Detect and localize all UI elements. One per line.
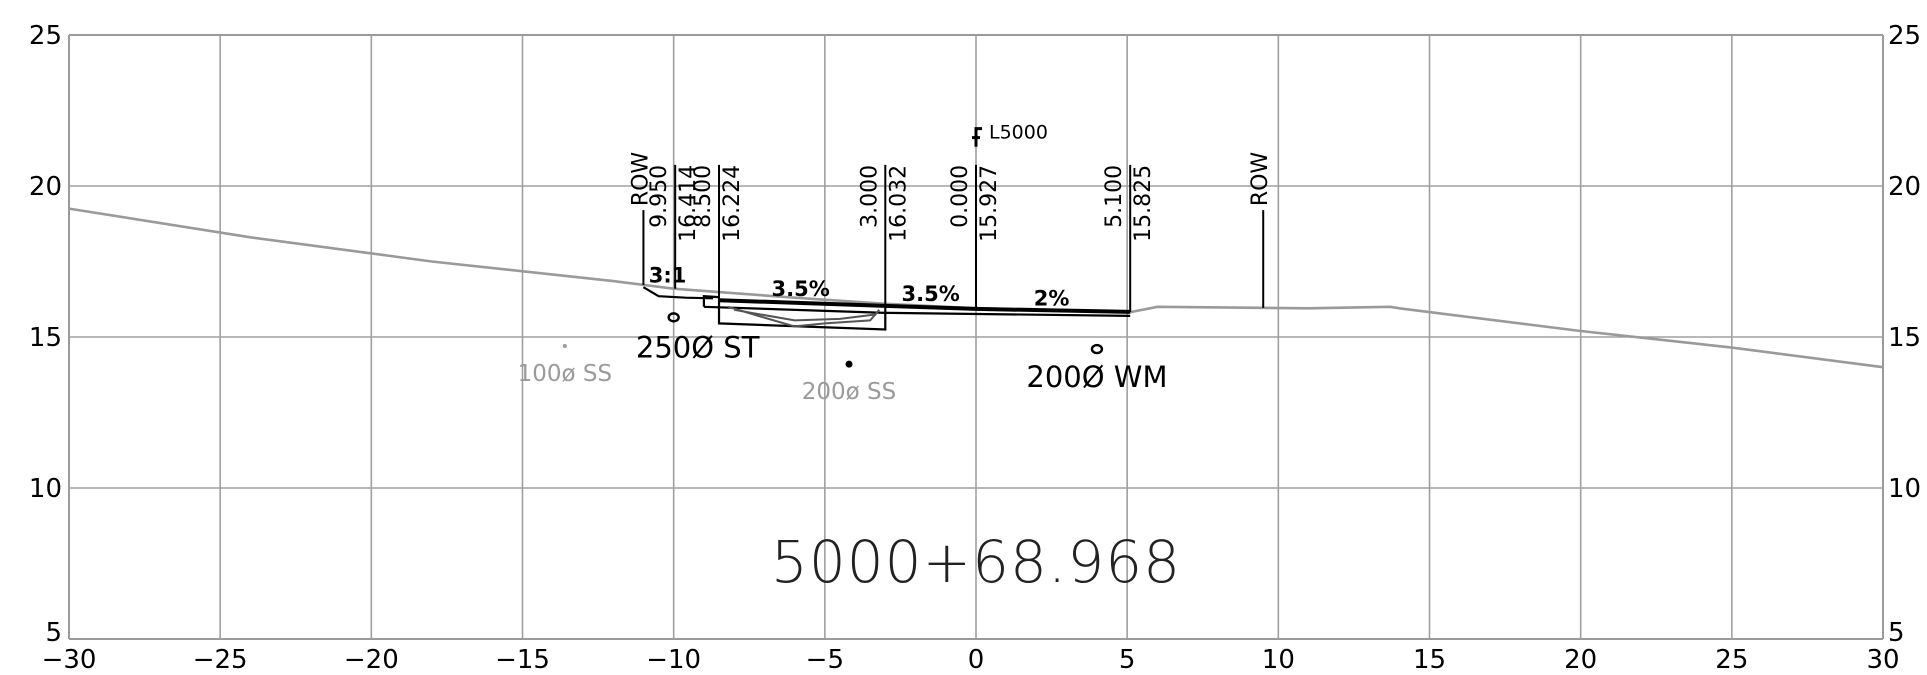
utilities: 250Ø ST 200Ø WM 200ø SS 100ø SS bbox=[518, 312, 1167, 405]
x-tick-label: 20 bbox=[1564, 645, 1597, 675]
slope-labels: 3:1 3.5% 3.5% 2% bbox=[649, 264, 1070, 311]
x-tick-label: 30 bbox=[1866, 645, 1899, 675]
y-tick-label-right: 20 bbox=[1888, 172, 1921, 202]
offset-label: 16.414 bbox=[676, 165, 701, 242]
y-tick-label-left: 10 bbox=[29, 474, 62, 504]
slope-label: 2% bbox=[1034, 286, 1070, 310]
offset-label: ROW bbox=[628, 152, 653, 207]
x-tick-label: −5 bbox=[806, 645, 844, 675]
utility-label: 100ø SS bbox=[518, 361, 612, 387]
x-tick-label: −25 bbox=[193, 645, 248, 675]
offset-label: 16.032 bbox=[886, 165, 911, 242]
pipe-marker bbox=[562, 344, 567, 349]
offset-label: 15.825 bbox=[1131, 165, 1156, 242]
centerline-symbol bbox=[972, 127, 982, 147]
offset-label: 3.000 bbox=[857, 165, 882, 228]
utility-label: 200Ø WM bbox=[1026, 360, 1167, 394]
side-slope-line bbox=[642, 286, 714, 300]
pipe-marker bbox=[1090, 343, 1104, 355]
ditch-contour bbox=[727, 305, 881, 328]
x-tick-label: 15 bbox=[1413, 645, 1446, 675]
slope-label: 3:1 bbox=[649, 264, 687, 288]
y-tick-label-right: 5 bbox=[1888, 618, 1905, 648]
ditch-contour-inner bbox=[733, 308, 877, 322]
y-tick-label-left: 5 bbox=[45, 618, 62, 648]
x-tick-label: 0 bbox=[968, 645, 985, 675]
offset-label: 9.950 bbox=[647, 165, 672, 228]
offset-label: ROW bbox=[1248, 152, 1273, 207]
slope-label: 3.5% bbox=[772, 277, 830, 301]
x-tick-label: 5 bbox=[1119, 645, 1136, 675]
pipe-marker bbox=[667, 312, 680, 323]
finished-road-surface bbox=[718, 298, 1131, 314]
y-tick-label-right: 10 bbox=[1888, 474, 1921, 504]
y-tick-label-left: 25 bbox=[29, 21, 62, 51]
road-design bbox=[642, 286, 1131, 331]
offset-label: 15.927 bbox=[977, 165, 1002, 242]
base-layer-line bbox=[703, 305, 1131, 317]
x-tick-label: −30 bbox=[42, 645, 97, 675]
x-tick-label: −15 bbox=[495, 645, 550, 675]
slope-label: 3.5% bbox=[902, 282, 960, 306]
utility-label: 200ø SS bbox=[802, 379, 896, 405]
y-tick-label-left: 20 bbox=[29, 172, 62, 202]
station-label: 5000+68.968 bbox=[771, 528, 1181, 596]
offset-label: 0.000 bbox=[948, 165, 973, 228]
x-tick-label: −10 bbox=[646, 645, 701, 675]
x-tick-label: 25 bbox=[1715, 645, 1748, 675]
offset-label: 5.100 bbox=[1102, 165, 1127, 228]
y-tick-label-right: 15 bbox=[1888, 323, 1921, 353]
x-tick-label: 10 bbox=[1262, 645, 1295, 675]
offset-label: 16.224 bbox=[720, 165, 745, 242]
centerline-label: L5000 bbox=[989, 122, 1048, 144]
centerline: L5000 bbox=[972, 122, 1048, 147]
curb-block bbox=[702, 295, 720, 307]
x-tick-label: −20 bbox=[344, 645, 399, 675]
offset-label: 8.500 bbox=[691, 165, 716, 228]
pipe-marker bbox=[845, 360, 853, 368]
y-tick-label-left: 15 bbox=[29, 323, 62, 353]
utility-label: 250Ø ST bbox=[636, 330, 760, 364]
y-tick-label-right: 25 bbox=[1888, 21, 1921, 51]
